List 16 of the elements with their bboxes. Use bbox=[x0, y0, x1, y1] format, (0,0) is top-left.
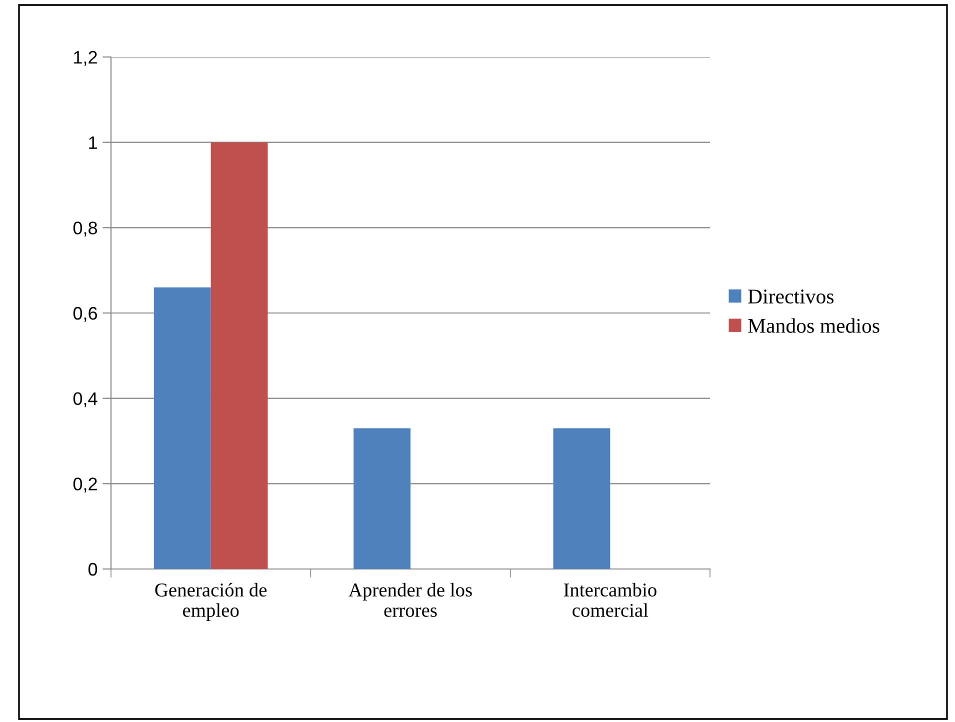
x-tick-label: Generación de empleo bbox=[155, 582, 267, 621]
y-tick-label: 1 bbox=[89, 136, 97, 149]
bar bbox=[210, 142, 268, 569]
y-tick-label: 1,2 bbox=[74, 50, 97, 66]
y-tick-label: 0 bbox=[88, 562, 98, 576]
bar bbox=[553, 428, 610, 569]
bar bbox=[154, 287, 211, 569]
y-tick-label: 0,8 bbox=[73, 222, 98, 237]
legend-label: Directivos bbox=[748, 290, 834, 304]
x-tick-label: Intercambio comercial bbox=[564, 582, 656, 617]
y-tick-label: 0,6 bbox=[73, 306, 98, 322]
bar bbox=[354, 428, 410, 569]
y-tick-label: 0,4 bbox=[73, 392, 98, 408]
x-tick-label: Aprender de los errores bbox=[348, 582, 472, 617]
legend-label: Mandos medios bbox=[748, 318, 880, 333]
y-tick-label: 0,2 bbox=[73, 478, 97, 493]
